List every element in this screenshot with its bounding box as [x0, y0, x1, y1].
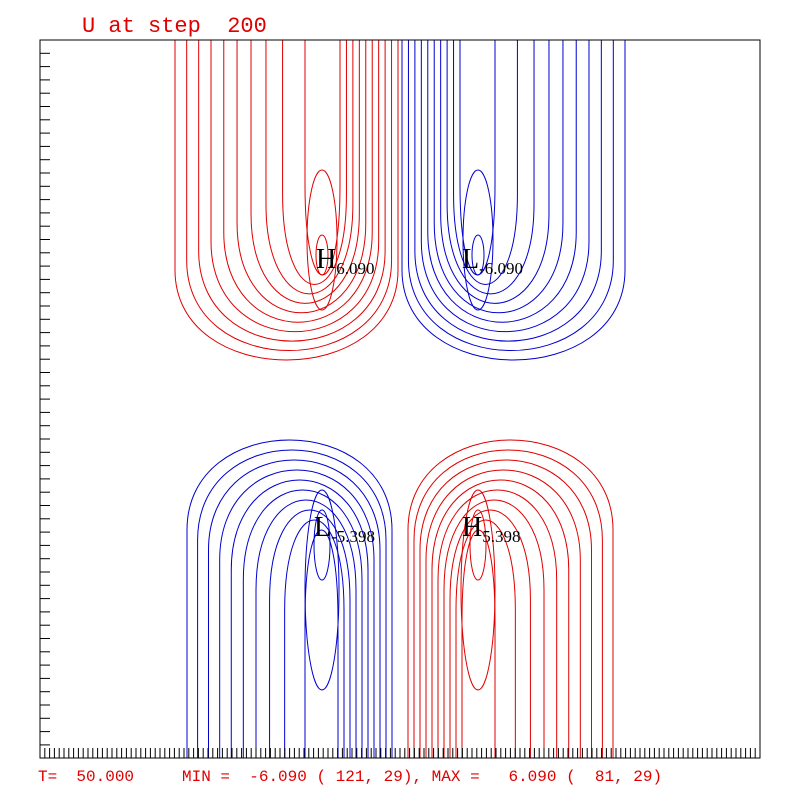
contour-line	[420, 40, 590, 332]
extremum-value: 6.090	[336, 259, 374, 278]
contour-line	[207, 459, 381, 758]
extremum-letter: L	[462, 244, 479, 275]
contour-line	[269, 509, 351, 758]
contour-group	[186, 439, 393, 758]
contour-line	[449, 509, 531, 758]
footer: T= 50.000 MIN = -6.090 ( 121, 29), MAX =…	[38, 768, 662, 786]
contour-line	[197, 449, 387, 758]
contour-line	[304, 489, 340, 691]
contour-line	[433, 40, 564, 314]
contour-line	[315, 234, 329, 276]
contour-line	[282, 40, 347, 285]
extremum-label: H5.398	[462, 512, 520, 546]
contours	[174, 40, 626, 758]
contour-group	[407, 439, 614, 758]
contour-line	[427, 40, 577, 323]
extremum-letter: L	[314, 512, 331, 543]
contour-line	[414, 40, 602, 342]
contour-line	[469, 509, 487, 581]
extremum-label: L-6.090	[462, 244, 523, 278]
contour-line	[174, 40, 399, 361]
contour-line	[210, 40, 380, 332]
title: U at step 200	[82, 14, 267, 39]
contour-line	[306, 169, 338, 311]
contour-line	[419, 459, 593, 758]
contour-line	[242, 489, 363, 758]
contour-line	[313, 509, 331, 581]
contour-line	[443, 499, 545, 758]
ticks	[39, 39, 761, 758]
contour-line	[462, 169, 494, 311]
contour-line	[461, 529, 496, 758]
contour-group	[401, 40, 626, 361]
contour-line	[437, 489, 558, 758]
extremum-label: H6.090	[316, 244, 374, 278]
extremum-value: -5.398	[331, 527, 375, 546]
contour-line	[471, 234, 485, 276]
extremum-value: 5.398	[482, 527, 520, 546]
contour-line	[186, 40, 393, 352]
extremum-letter: H	[316, 244, 336, 275]
contour-line	[230, 479, 369, 758]
contour-line	[455, 519, 516, 758]
frame	[39, 39, 761, 759]
contour-line	[304, 529, 339, 758]
contour-line	[236, 40, 367, 314]
contour-line	[431, 479, 570, 758]
contour-line	[413, 449, 603, 758]
contour-line	[453, 40, 518, 285]
contour-line	[223, 40, 373, 323]
contour-line	[460, 489, 496, 691]
extremum-value: -6.090	[479, 259, 523, 278]
extremum-label: L-5.398	[314, 512, 375, 546]
contour-line	[440, 40, 550, 304]
contour-line	[401, 40, 626, 361]
contour-line	[219, 469, 375, 758]
contour-line	[198, 40, 386, 342]
contour-line	[250, 40, 360, 304]
contour-line	[407, 439, 614, 758]
contour-line	[186, 439, 393, 758]
contour-group	[174, 40, 399, 361]
contour-line	[284, 519, 345, 758]
extremum-letter: H	[462, 512, 482, 543]
contour-line	[446, 40, 535, 295]
contour-line	[407, 40, 614, 352]
contour-line	[425, 469, 581, 758]
contour-line	[265, 40, 354, 295]
contour-line	[255, 499, 357, 758]
